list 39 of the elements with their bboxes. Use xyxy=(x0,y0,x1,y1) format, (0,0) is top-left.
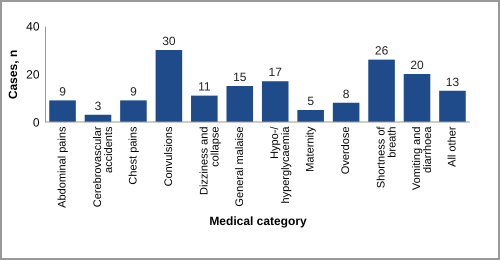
x-tick-label: Dizziness and collapse xyxy=(198,126,222,195)
data-label: 8 xyxy=(342,86,350,101)
bar xyxy=(332,102,360,122)
data-label: 20 xyxy=(410,58,424,72)
x-tick-label: Shortness of breath xyxy=(376,126,399,188)
y-axis-title: Cases, n xyxy=(6,50,20,100)
data-label: 3 xyxy=(94,98,102,113)
y-tick-label: 20 xyxy=(26,68,40,82)
bar xyxy=(368,60,395,122)
bar xyxy=(156,50,182,122)
data-label: 5 xyxy=(307,94,314,108)
bar xyxy=(191,96,218,122)
data-label: 9 xyxy=(59,84,66,98)
bar xyxy=(226,86,254,122)
x-tick-label: Cerebrovascular accidents xyxy=(92,126,115,208)
x-tick-label: All other xyxy=(446,126,458,167)
x-tick-label: Chest pains xyxy=(127,126,140,185)
data-label: 15 xyxy=(233,70,247,84)
x-tick-label: General malaise xyxy=(234,126,246,207)
x-axis-title: Medical category xyxy=(209,214,308,228)
x-tick-label: Overdose xyxy=(340,126,352,174)
data-label: 26 xyxy=(374,44,389,58)
y-tick-label: 40 xyxy=(26,20,40,34)
data-label: 9 xyxy=(130,84,138,98)
y-tick-label: 0 xyxy=(32,116,40,130)
data-label: 13 xyxy=(446,74,460,89)
bar xyxy=(84,114,112,122)
bar xyxy=(49,100,76,122)
x-tick-label: Maternity xyxy=(304,126,317,172)
bar xyxy=(120,100,147,122)
data-label: 30 xyxy=(162,34,176,48)
x-tick-label: Convulsions xyxy=(162,126,175,186)
data-label: 17 xyxy=(268,65,282,80)
x-tick-label: Abdominal pains xyxy=(56,126,69,208)
bar xyxy=(297,110,324,122)
bar xyxy=(439,90,466,122)
bar xyxy=(262,81,289,122)
data-label: 11 xyxy=(198,80,211,94)
bar xyxy=(404,74,430,122)
